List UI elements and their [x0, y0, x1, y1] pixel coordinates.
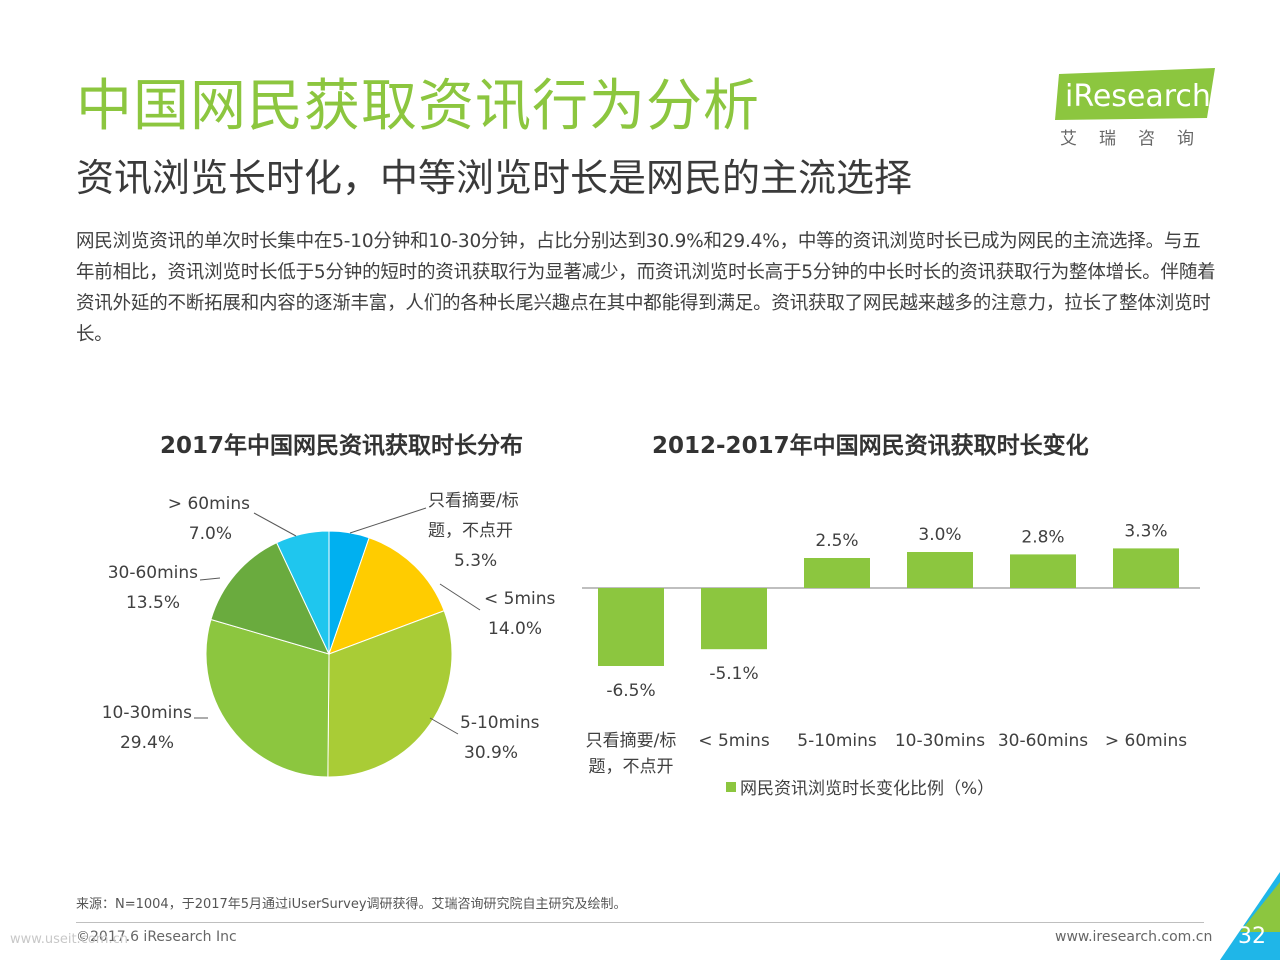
- bar-category-label: < 5mins: [698, 731, 770, 751]
- iresearch-logo: iResearch: [1055, 66, 1220, 148]
- source-note: 来源：N=1004，于2017年5月通过iUserSurvey调研获得。艾瑞咨询…: [76, 897, 627, 912]
- bar-value-label: 3.0%: [918, 525, 961, 545]
- legend-label: 网民资讯浏览时长变化比例（%）: [740, 779, 994, 799]
- bar-value-label: 2.8%: [1021, 527, 1064, 547]
- footer-divider: [76, 922, 1204, 923]
- bar: [598, 588, 664, 666]
- pie-leader-line: [253, 512, 297, 537]
- page-number: 32: [1238, 924, 1266, 949]
- bar: [701, 588, 767, 650]
- pie-slice: [276, 530, 330, 655]
- pie-slice-label: 题，不点开: [428, 521, 513, 541]
- bar: [907, 552, 973, 588]
- bar: [1010, 554, 1076, 588]
- pie-slice-value: 7.0%: [189, 524, 232, 544]
- pie-slice-value: 29.4%: [120, 733, 174, 753]
- pie-slice-label: 只看摘要/标: [428, 491, 519, 511]
- pie-leader-line: [199, 577, 221, 581]
- pie-slice-label: 10-30mins: [102, 703, 192, 723]
- bar: [804, 558, 870, 588]
- pie-slice-label: < 5mins: [484, 589, 556, 609]
- bar-category-label: 只看摘要/标: [586, 731, 677, 751]
- bar-category-label: 5-10mins: [797, 731, 877, 751]
- page-title: 中国网民获取资讯行为分析: [76, 74, 760, 139]
- pie-slice-label: 5-10mins: [460, 713, 540, 733]
- watermark-text: www.useit.com.cn: [10, 932, 128, 947]
- bar-category-label: 10-30mins: [895, 731, 985, 751]
- pie-slice: [205, 618, 330, 778]
- corner-triangle-blue: [1220, 872, 1280, 960]
- logo-subtext: 艾瑞咨询: [1060, 129, 1216, 149]
- pie-leader-line: [439, 583, 481, 611]
- page-subtitle: 资讯浏览长时化，中等浏览时长是网民的主流选择: [76, 156, 913, 200]
- pie-slice-label: 30-60mins: [108, 563, 198, 583]
- legend-swatch: [726, 782, 736, 792]
- pie-chart: 只看摘要/标题，不点开 5.3% < 5mins 14.0% 5-10mins 30.9%…: [102, 491, 556, 778]
- pie-slice-value: 5.3%: [454, 551, 497, 571]
- page-corner-graphic: [1220, 872, 1280, 960]
- bar-category-label: 30-60mins: [998, 731, 1088, 751]
- bar-value-label: -5.1%: [709, 664, 758, 684]
- pie-slice-value: 30.9%: [464, 743, 518, 763]
- bar-category-label: > 60mins: [1105, 731, 1187, 751]
- pie-slice-label: > 60mins: [168, 494, 250, 514]
- bar-chart: -6.5% 只看摘要/标题，不点开 -5.1% < 5mins 2.5% 5-10mins…: [582, 521, 1200, 799]
- pie-chart-title: 2017年中国网民资讯获取时长分布: [160, 433, 524, 459]
- pie-slice-value: 13.5%: [126, 593, 180, 613]
- description-paragraph: 网民浏览资讯的单次时长集中在5-10分钟和10-30分钟，占比分别达到30.9%…: [76, 231, 1216, 345]
- bar-category-label: 题，不点开: [589, 757, 674, 777]
- bar-value-label: 3.3%: [1124, 521, 1167, 541]
- pie-slice: [328, 537, 445, 655]
- pie-slice-value: 14.0%: [488, 619, 542, 639]
- pie-slice: [210, 542, 330, 655]
- logo-banner: [1055, 68, 1215, 120]
- copyright-text: ©2017.6 iResearch Inc: [76, 929, 237, 945]
- bar-chart-title: 2012-2017年中国网民资讯获取时长变化: [652, 433, 1089, 459]
- logo-graphic: iResearch: [1055, 68, 1215, 120]
- bar-value-label: 2.5%: [815, 531, 858, 551]
- bar: [1113, 548, 1179, 588]
- bar-value-label: -6.5%: [606, 681, 655, 701]
- corner-triangle-green: [1240, 882, 1280, 932]
- pie-leader-line: [349, 507, 427, 534]
- logo-text: iResearch: [1065, 79, 1211, 114]
- pie-slice: [327, 610, 453, 778]
- pie-leader-line: [429, 717, 459, 735]
- website-url: www.iresearch.com.cn: [1055, 929, 1213, 945]
